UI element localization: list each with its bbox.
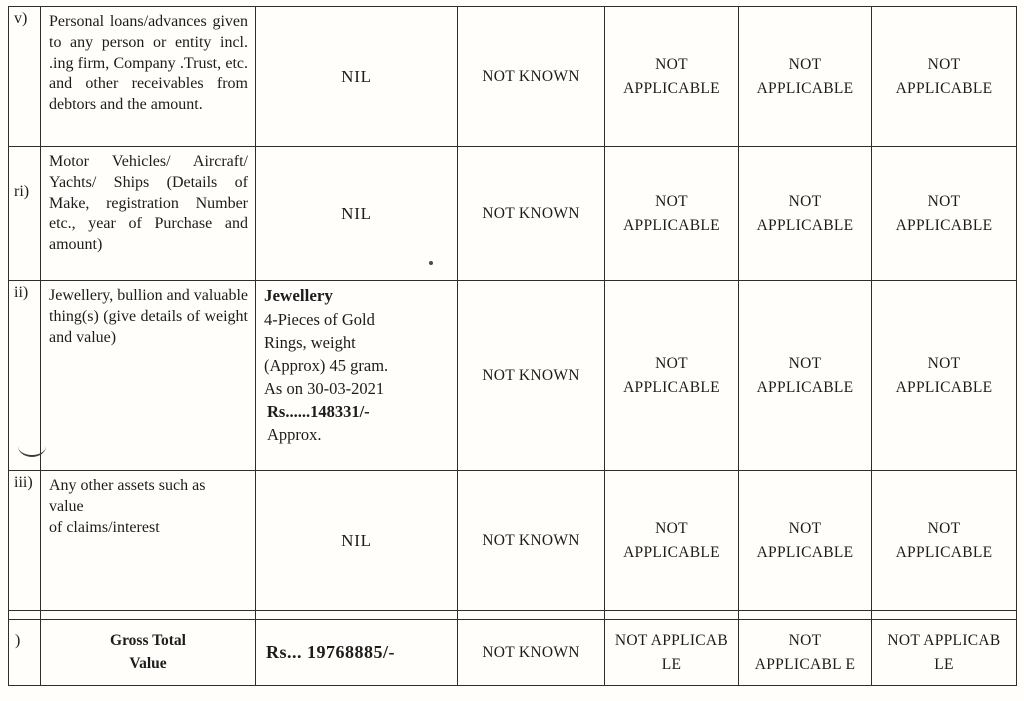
cell-not-applicable: NOT APPLICABLE — [871, 6, 1017, 147]
cell-not-applicable: NOT APPLICABLE — [604, 6, 739, 147]
cell-not-known: NOT KNOWN — [457, 6, 605, 147]
spacer-row — [8, 610, 1017, 620]
row-serial: ) — [8, 619, 41, 686]
jewellery-approx: Approx. — [267, 425, 322, 445]
cell-value: NIL — [255, 146, 458, 281]
cell-not-applicable: NOT APPLICAB LE — [871, 619, 1017, 686]
spacer-cell — [738, 610, 872, 620]
cell-gross-total-value: Rs... 19768885/- — [255, 619, 458, 686]
cell-not-applicable: NOT APPLICABLE — [738, 146, 872, 281]
table-row-personal-loans: v) Personal loans/advances given to any … — [8, 6, 1017, 147]
cell-value: NIL — [255, 470, 458, 611]
spacer-cell — [40, 610, 256, 620]
cell-value-jewellery: Jewellery 4-Pieces of Gold Rings, weight… — [255, 280, 458, 471]
cell-not-applicable: NOT APPLICABLE — [738, 6, 872, 147]
cell-not-applicable: NOT APPLICABL E — [738, 619, 872, 686]
cell-not-applicable: NOT APPLICABLE — [738, 470, 872, 611]
cell-gross-total-label: Gross Total Value — [40, 619, 256, 686]
table-row-motor-vehicles: ri) Motor Vehicles/ Aircraft/ Yachts/ Sh… — [8, 146, 1017, 281]
cell-not-applicable: NOT APPLICABLE — [871, 470, 1017, 611]
spacer-cell — [604, 610, 739, 620]
cell-not-applicable: NOT APPLICABLE — [871, 146, 1017, 281]
cell-value: NIL — [255, 6, 458, 147]
cell-not-known: NOT KNOWN — [457, 146, 605, 281]
scan-artifact-dot — [429, 261, 433, 265]
spacer-cell — [871, 610, 1017, 620]
cell-not-applicable: NOT APPLICABLE — [604, 280, 739, 471]
jewellery-details: 4-Pieces of Gold Rings, weight (Approx) … — [264, 309, 389, 399]
cell-not-applicable: NOT APPLICABLE — [738, 280, 872, 471]
table-row-other-assets: iii) Any other assets such as value of c… — [8, 470, 1017, 611]
cell-description: Personal loans/advances given to any per… — [40, 6, 256, 147]
cell-not-applicable: NOT APPLICABLE — [604, 146, 739, 281]
cell-description: Jewellery, bullion and valuable thing(s)… — [40, 280, 256, 471]
cell-not-known: NOT KNOWN — [457, 619, 605, 686]
jewellery-amount: Rs......148331/- — [267, 402, 370, 422]
cell-not-known: NOT KNOWN — [457, 470, 605, 611]
cell-description: Motor Vehicles/ Aircraft/ Yachts/ Ships … — [40, 146, 256, 281]
cell-not-applicable: NOT APPLICABLE — [604, 470, 739, 611]
row-serial: iii) — [8, 470, 41, 611]
cell-not-known: NOT KNOWN — [457, 280, 605, 471]
cell-not-applicable: NOT APPLICAB LE — [604, 619, 739, 686]
row-serial: v) — [8, 6, 41, 147]
row-serial: ii) — [8, 280, 41, 471]
cell-description: Any other assets such as value of claims… — [40, 470, 256, 611]
scan-artifact-curve — [18, 442, 46, 457]
cell-not-applicable: NOT APPLICABLE — [871, 280, 1017, 471]
spacer-cell — [8, 610, 41, 620]
spacer-cell — [457, 610, 605, 620]
table-row-gross-total: ) Gross Total Value Rs... 19768885/- NOT… — [8, 619, 1017, 686]
row-serial: ri) — [8, 146, 41, 281]
table-row-jewellery: ii) Jewellery, bullion and valuable thin… — [8, 280, 1017, 471]
assets-declaration-table: v) Personal loans/advances given to any … — [8, 6, 1017, 686]
spacer-cell — [255, 610, 458, 620]
jewellery-title: Jewellery — [264, 286, 333, 305]
